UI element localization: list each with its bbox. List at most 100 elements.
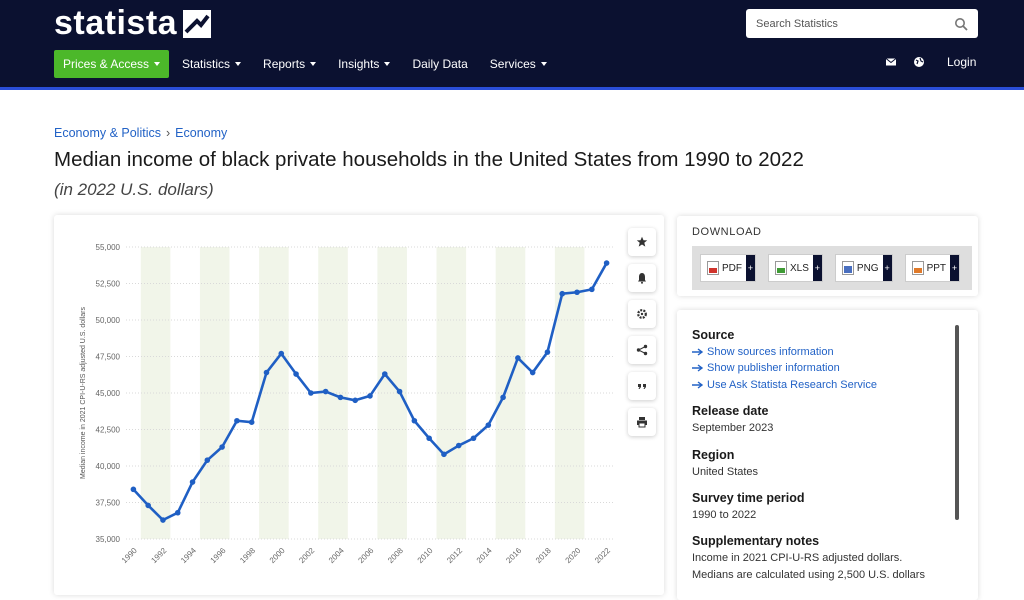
logo-text: statista <box>54 4 178 42</box>
nav-daily-data[interactable]: Daily Data <box>412 57 467 71</box>
data-point <box>352 397 359 404</box>
supplementary-notes-line1: Income in 2021 CPI-U-RS adjusted dollars… <box>692 552 903 564</box>
x-tick-label: 2018 <box>534 546 553 565</box>
data-point <box>160 517 166 523</box>
y-tick-label: 45,000 <box>96 389 121 398</box>
data-point <box>381 371 388 377</box>
star-icon <box>636 236 648 247</box>
survey-period-heading: Survey time period <box>692 491 805 505</box>
search-box[interactable] <box>746 9 978 38</box>
nav-insights-label: Insights <box>338 57 380 71</box>
breadcrumb-economy[interactable]: Economy <box>175 126 228 140</box>
data-point <box>411 417 418 424</box>
download-png-button[interactable]: PNG + <box>834 254 893 282</box>
download-buttons: PDF + XLS + PNG + PPT + <box>692 246 972 290</box>
data-point <box>396 388 403 395</box>
y-tick-label: 52,500 <box>96 280 121 289</box>
pdf-file-icon <box>707 261 719 275</box>
x-tick-label: 2000 <box>268 546 287 565</box>
data-point <box>322 388 329 395</box>
plus-icon: + <box>882 255 892 281</box>
nav-reports[interactable]: Reports <box>263 57 317 71</box>
data-point <box>293 371 299 377</box>
supplementary-notes-line2: Medians are calculated using 2,500 U.S. … <box>692 569 925 581</box>
x-tick-label: 2016 <box>504 546 523 565</box>
logo-mark-icon <box>183 9 212 38</box>
login-link[interactable]: Login <box>947 55 977 69</box>
png-file-icon <box>841 261 854 275</box>
arrow-right-icon <box>692 364 704 372</box>
chevron-down-icon <box>154 62 161 66</box>
prices-access-button[interactable]: Prices & Access <box>54 50 170 78</box>
favorite-button[interactable] <box>628 228 656 256</box>
share-button[interactable] <box>628 336 656 364</box>
cite-button[interactable] <box>628 372 656 400</box>
survey-period-value: 1990 to 2022 <box>692 509 757 521</box>
download-title: DOWNLOAD <box>692 226 762 238</box>
data-point <box>337 394 344 401</box>
page-subtitle: (in 2022 U.S. dollars) <box>54 180 214 199</box>
download-pdf-button[interactable]: PDF + <box>700 254 756 282</box>
nav-insights[interactable]: Insights <box>338 57 391 71</box>
release-date-value: September 2023 <box>692 422 774 434</box>
xls-label: XLS <box>790 262 809 274</box>
header-actions: Login <box>885 55 976 69</box>
year-band <box>436 247 467 539</box>
y-tick-label: 55,000 <box>96 243 121 252</box>
info-panel <box>677 310 978 600</box>
data-point <box>204 457 211 463</box>
data-point <box>308 390 314 396</box>
download-xls-button[interactable]: XLS + <box>768 254 823 282</box>
chevron-down-icon <box>384 62 391 66</box>
pdf-label: PDF <box>722 262 742 274</box>
share-icon <box>636 344 648 356</box>
settings-button[interactable] <box>628 300 656 328</box>
print-button[interactable] <box>628 408 656 436</box>
nav-statistics[interactable]: Statistics <box>182 57 242 71</box>
x-tick-label: 2006 <box>356 546 375 565</box>
data-point <box>589 286 595 293</box>
data-point <box>426 435 432 442</box>
x-tick-label: 1998 <box>238 546 257 565</box>
nav-services-label: Services <box>489 57 536 71</box>
ask-statista-link[interactable]: Use Ask Statista Research Service <box>692 379 877 391</box>
breadcrumb-economy-politics[interactable]: Economy & Politics <box>54 126 161 140</box>
chart-toolbar <box>628 228 656 444</box>
release-date-heading: Release date <box>692 404 769 418</box>
data-point <box>263 369 270 376</box>
show-publisher-link[interactable]: Show publisher information <box>692 362 840 374</box>
png-label: PNG <box>856 262 879 274</box>
show-publisher-label: Show publisher information <box>707 362 840 374</box>
data-point <box>145 502 151 509</box>
top-header: statista Prices & Access Statistics Repo… <box>0 0 1024 90</box>
plus-icon: + <box>746 255 755 281</box>
chevron-down-icon <box>235 62 242 66</box>
y-axis-label: Median income in 2021 CPI-U-RS adjusted … <box>80 307 87 479</box>
mail-icon[interactable] <box>885 56 897 68</box>
plus-icon: + <box>950 255 960 281</box>
xls-file-icon <box>775 261 787 275</box>
y-tick-label: 50,000 <box>96 316 121 325</box>
info-scrollbar[interactable] <box>955 325 959 520</box>
download-ppt-button[interactable]: PPT + <box>904 254 961 282</box>
page-title: Median income of black private household… <box>54 148 804 171</box>
x-tick-label: 2010 <box>416 546 435 565</box>
supplementary-notes-heading: Supplementary notes <box>692 534 820 548</box>
nav-services[interactable]: Services <box>490 57 547 71</box>
show-sources-link[interactable]: Show sources information <box>692 346 834 358</box>
search-icon[interactable] <box>954 17 968 31</box>
data-point <box>559 290 566 297</box>
data-point <box>189 479 196 485</box>
globe-icon[interactable] <box>913 56 925 68</box>
arrow-right-icon <box>692 348 704 356</box>
chart-card: 35,000 37,500 40,000 42,500 45,000 47,500 50,0… <box>54 215 664 595</box>
y-tick-label: 35,000 <box>96 535 121 544</box>
prices-access-label: Prices & Access <box>63 57 150 71</box>
notification-button[interactable] <box>628 264 656 292</box>
statista-logo[interactable]: statista <box>54 4 212 43</box>
search-input[interactable] <box>756 17 946 30</box>
data-point <box>544 349 551 355</box>
data-point <box>248 419 255 425</box>
nav-statistics-label: Statistics <box>182 57 231 71</box>
data-point <box>219 444 225 450</box>
